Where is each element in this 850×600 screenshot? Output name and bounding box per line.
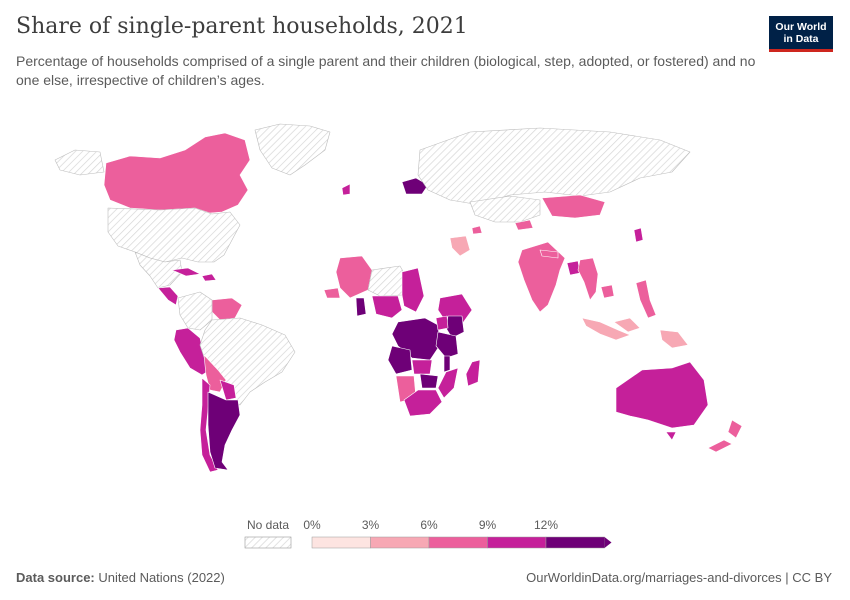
legend-swatch-3 <box>487 536 547 549</box>
country-ghana[interactable] <box>355 297 367 317</box>
country-kazakhstan[interactable] <box>469 195 541 223</box>
country-india[interactable] <box>517 241 566 313</box>
country-mexico[interactable] <box>134 251 183 289</box>
legend-swatch-2 <box>428 536 488 549</box>
legend-no-data-swatch <box>244 536 292 549</box>
source-label: Data source: <box>16 570 95 585</box>
country-myanmar[interactable] <box>577 257 599 301</box>
country-iraq[interactable] <box>449 235 471 257</box>
legend-tick-label: 0% <box>303 518 321 532</box>
country-cambodia[interactable] <box>600 284 615 299</box>
country-united-states[interactable] <box>54 149 241 263</box>
data-source: Data source: United Nations (2022) <box>16 570 225 585</box>
country-south-korea[interactable] <box>633 227 644 243</box>
country-canada[interactable] <box>103 132 251 214</box>
country-argentina[interactable] <box>207 391 241 471</box>
country-australia[interactable] <box>615 361 709 441</box>
country-colombia[interactable] <box>177 291 213 331</box>
country-indonesia[interactable] <box>581 317 641 341</box>
country-mozambique[interactable] <box>437 367 459 399</box>
chart-title: Share of single-parent households, 2021 <box>16 14 468 39</box>
country-kyrgyzstan[interactable] <box>514 219 534 231</box>
country-angola[interactable] <box>387 345 413 375</box>
country-ireland[interactable] <box>341 183 351 196</box>
legend-tick-label: 12% <box>534 518 558 532</box>
chart-subtitle: Percentage of households comprised of a … <box>16 53 756 88</box>
legend-swatch-1 <box>370 536 430 549</box>
country-malawi[interactable] <box>443 355 451 373</box>
legend-tick-label: 3% <box>362 518 380 532</box>
country-russia[interactable] <box>417 127 691 206</box>
country-south-africa[interactable] <box>403 389 443 417</box>
country-mali[interactable] <box>335 255 373 299</box>
legend-no-data-label: No data <box>247 518 289 532</box>
country-senegal[interactable] <box>323 287 341 299</box>
country-madagascar[interactable] <box>465 359 481 387</box>
country-nigeria[interactable] <box>371 295 403 319</box>
country-mongolia[interactable] <box>541 194 606 219</box>
country-papua-new-guinea[interactable] <box>659 329 689 349</box>
country-armenia[interactable] <box>471 225 483 235</box>
legend-swatch-0 <box>311 536 371 549</box>
country-cuba[interactable] <box>171 267 201 277</box>
country-greenland[interactable] <box>254 123 331 176</box>
source-text[interactable]: United Nations (2022) <box>98 570 225 585</box>
country-nepal[interactable] <box>539 249 559 259</box>
logo-line-1: Our World <box>775 20 827 33</box>
legend-arrow <box>604 537 612 548</box>
legend-tick-label: 6% <box>420 518 438 532</box>
country-zambia[interactable] <box>411 359 433 375</box>
logo-line-2: in Data <box>783 32 819 45</box>
country-zimbabwe[interactable] <box>419 373 439 389</box>
country-chad[interactable] <box>401 267 425 313</box>
country-philippines[interactable] <box>635 279 657 319</box>
country-new-zealand[interactable] <box>707 419 743 453</box>
legend-tick-label: 9% <box>479 518 497 532</box>
country-uganda[interactable] <box>435 315 449 331</box>
country-belarus[interactable] <box>401 177 429 195</box>
source-url[interactable]: OurWorldinData.org/marriages-and-divorce… <box>526 570 832 585</box>
country-paraguay[interactable] <box>219 379 237 401</box>
country-dominican-republic[interactable] <box>201 273 217 282</box>
country-tanzania[interactable] <box>435 331 459 359</box>
legend-swatch-4 <box>545 536 605 549</box>
country-bolivia[interactable] <box>203 354 227 393</box>
owid-logo[interactable]: Our World in Data <box>769 16 833 52</box>
country-central-america[interactable] <box>157 286 179 306</box>
